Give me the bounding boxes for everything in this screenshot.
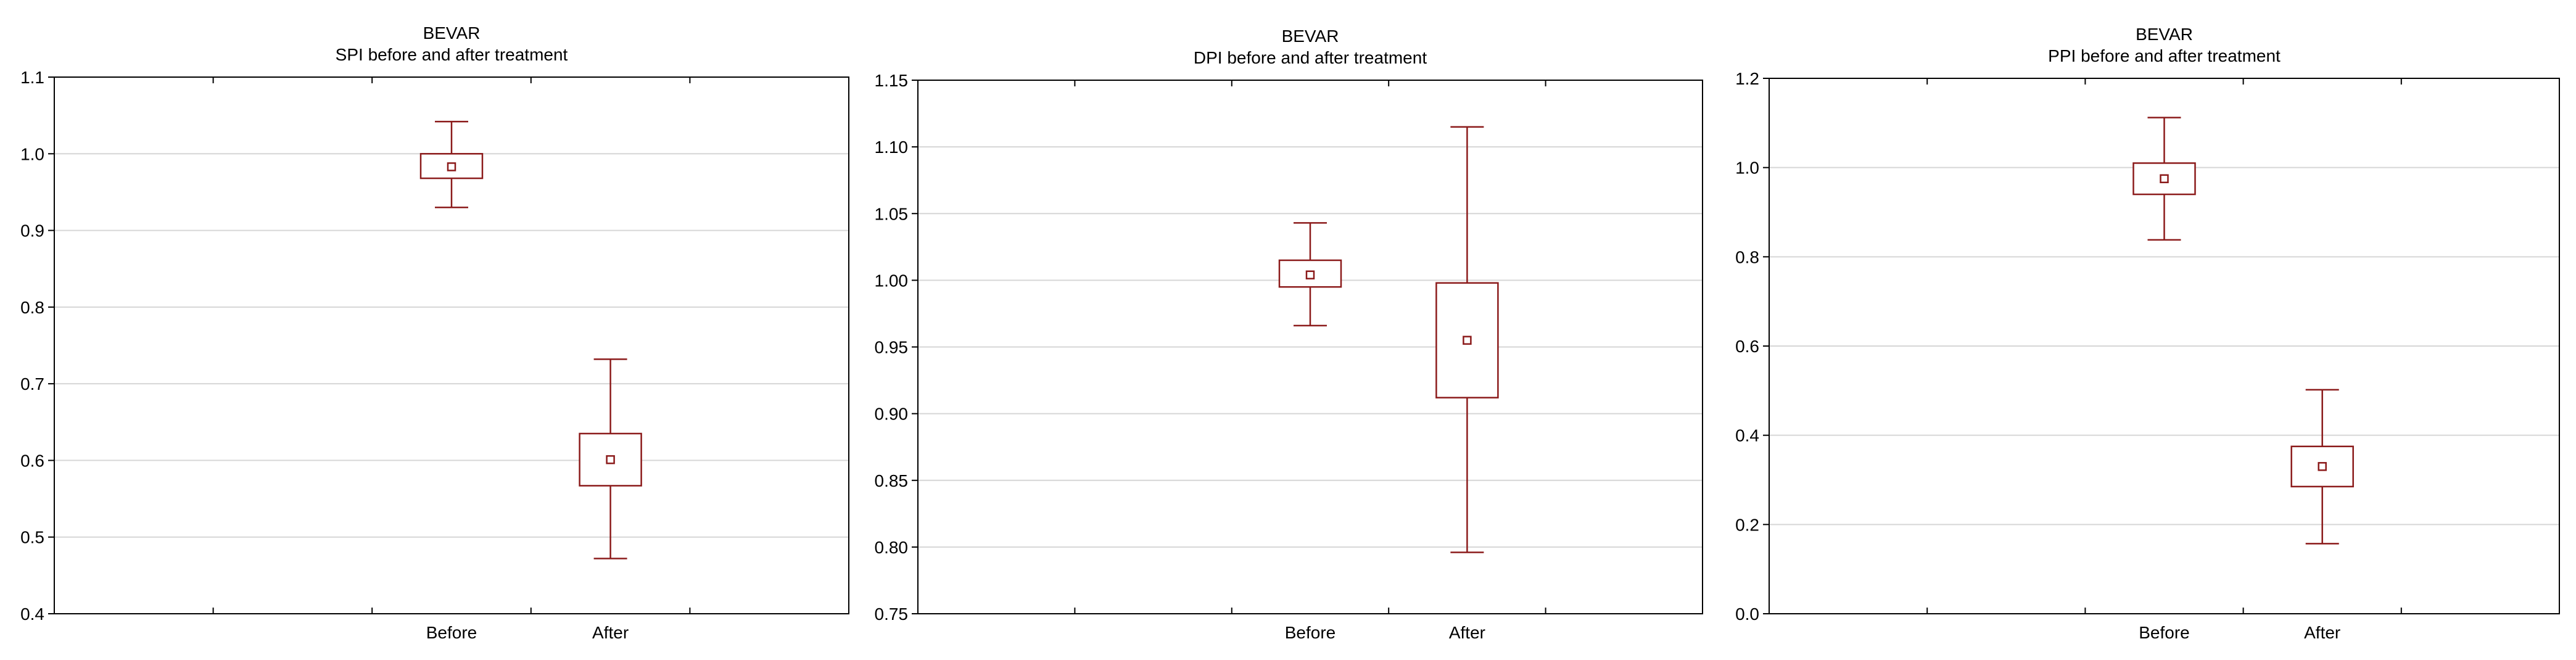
y-tick-label: 0.4 [1735, 426, 1759, 445]
mean-marker [2160, 174, 2169, 183]
y-tick-label: 1.05 [875, 204, 909, 223]
y-tick-label: 0.6 [20, 451, 44, 470]
plot-frame [54, 76, 849, 614]
y-tick-label: 0.4 [20, 604, 44, 624]
box-before [2132, 117, 2196, 241]
y-tick-label: 1.15 [875, 71, 909, 90]
y-tick-label: 0.6 [1735, 337, 1759, 356]
y-tick-label: 0.85 [875, 471, 909, 490]
y-tick-label: 0.2 [1735, 515, 1759, 534]
y-tick-label: 1.2 [1735, 69, 1759, 88]
box-after [1435, 126, 1499, 553]
y-tick-label: 0.95 [875, 338, 909, 357]
chart-svg-3: 0.0 0.2 0.4 0.6 0.8 1.0 1.2 Before After BEVAR PPI… [1735, 25, 2560, 642]
chart-supertitle: BEVAR [423, 23, 481, 43]
chart-svg-2: 0.75 0.80 0.85 0.90 0.95 1.00 1.05 1.10 1.15 Befo… [875, 27, 1703, 642]
x-tick-label: Before [1285, 623, 1336, 642]
chart-panel-1: 0.4 0.5 0.6 0.7 0.8 0.9 1.0 1.1 Before After BEVAR… [0, 0, 859, 657]
box-after [2290, 389, 2354, 545]
chart-svg-1: 0.4 0.5 0.6 0.7 0.8 0.9 1.0 1.1 Before After BEVAR… [20, 23, 849, 642]
chart-title: SPI before and after treatment [336, 45, 568, 64]
y-tick-label: 0.0 [1735, 604, 1759, 624]
y-tick-label: 1.10 [875, 138, 909, 157]
chart-supertitle: BEVAR [1282, 27, 1339, 46]
y-tick-label: 1.00 [875, 271, 909, 290]
chart-supertitle: BEVAR [2136, 25, 2193, 44]
y-tick-label: 0.7 [20, 374, 44, 394]
x-tick-label: Before [426, 623, 477, 642]
mean-marker [2318, 462, 2327, 471]
y-tick-label: 1.0 [1735, 159, 1759, 178]
y-tick-label: 1.0 [20, 144, 44, 163]
chart-panel-3: 0.0 0.2 0.4 0.6 0.8 1.0 1.2 Before After BEVAR PPI… [1717, 0, 2576, 657]
mean-marker [1305, 270, 1315, 279]
y-tick-label: 0.8 [1735, 247, 1759, 266]
mean-marker [1463, 336, 1472, 345]
y-tick-label: 0.8 [20, 298, 44, 317]
y-tick-label: 0.90 [875, 405, 909, 424]
y-tick-label: 1.1 [20, 68, 44, 87]
chart-panel-2: 0.75 0.80 0.85 0.90 0.95 1.00 1.05 1.10 1.15 Befo… [859, 0, 1717, 657]
x-tick-label: After [2304, 623, 2340, 642]
mean-marker [606, 455, 615, 464]
box-before [1278, 222, 1342, 327]
y-tick-label: 0.80 [875, 538, 909, 557]
chart-title: DPI before and after treatment [1194, 48, 1427, 67]
y-tick-label: 0.9 [20, 221, 44, 241]
x-tick-label: Before [2139, 623, 2190, 642]
box-after [579, 358, 642, 559]
y-tick-label: 0.75 [875, 604, 909, 624]
x-tick-label: After [1449, 623, 1485, 642]
y-tick-label: 0.5 [20, 528, 44, 547]
mean-marker [447, 162, 456, 171]
x-tick-label: After [592, 623, 629, 642]
box-before [419, 120, 484, 208]
chart-title: PPI before and after treatment [2048, 46, 2281, 65]
